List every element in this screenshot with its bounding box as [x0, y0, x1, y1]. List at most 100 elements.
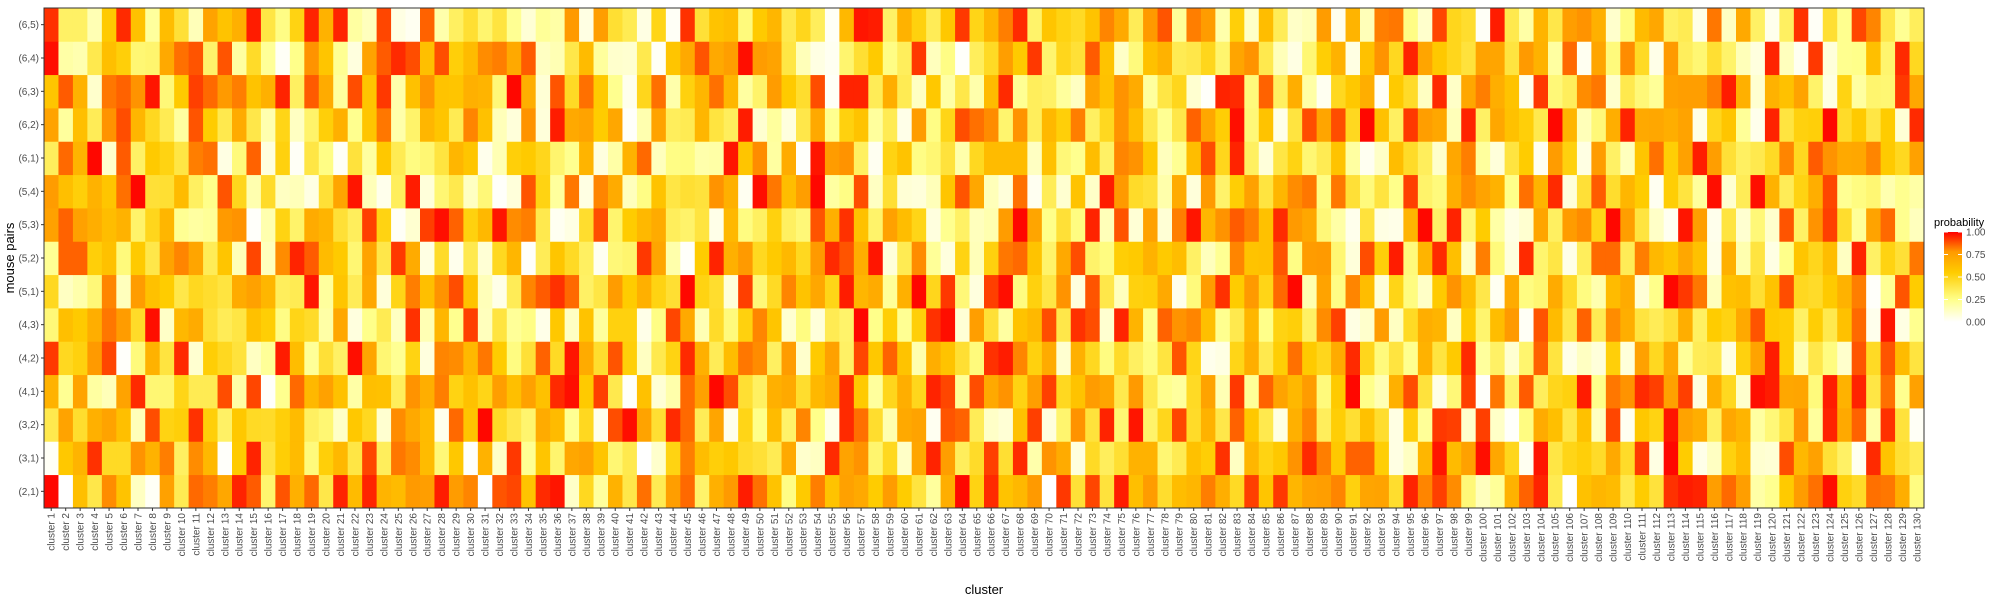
heatmap-cell	[694, 241, 710, 276]
heatmap-cell	[680, 274, 696, 309]
heatmap-cell	[174, 174, 190, 209]
heatmap-cell	[1143, 174, 1158, 209]
heatmap-cell	[1736, 441, 1751, 476]
heatmap-cell	[1128, 174, 1144, 209]
heatmap-cell	[203, 41, 218, 76]
x-tick-label: cluster 86	[1276, 513, 1287, 557]
heatmap-cell	[1764, 74, 1780, 109]
heatmap-cell	[579, 174, 594, 209]
heatmap-cell	[260, 208, 276, 242]
heatmap-cell	[1056, 341, 1072, 376]
heatmap-cell	[1417, 174, 1433, 209]
heatmap-cell	[1475, 308, 1491, 342]
heatmap-cell	[1837, 208, 1853, 242]
heatmap-cell	[1374, 141, 1390, 176]
heatmap-cell	[1692, 274, 1708, 309]
heatmap-cell	[318, 408, 334, 442]
heatmap-cell	[1880, 108, 1896, 142]
x-tick-label: cluster 70	[1045, 513, 1056, 557]
heatmap-cell	[1331, 374, 1346, 409]
x-tick-label: cluster 109	[1609, 513, 1620, 562]
heatmap-cell	[217, 8, 233, 42]
heatmap-cell	[289, 74, 305, 109]
heatmap-cell	[911, 474, 927, 509]
heatmap-cell	[535, 474, 551, 509]
heatmap-cell	[1548, 141, 1563, 176]
heatmap-cell	[232, 241, 247, 276]
heatmap-cell	[304, 41, 320, 76]
heatmap-cell	[72, 74, 88, 109]
heatmap-cell	[246, 208, 262, 242]
heatmap-cell	[911, 208, 927, 242]
x-tick-label: cluster 93	[1377, 513, 1388, 557]
heatmap-cell	[1229, 341, 1245, 376]
heatmap-cell	[521, 108, 537, 142]
heatmap-cell	[1360, 374, 1375, 409]
heatmap-cell	[738, 241, 754, 276]
heatmap-cell	[1866, 241, 1882, 276]
heatmap-cell	[1721, 41, 1737, 76]
heatmap-cell	[1258, 408, 1274, 442]
x-tick-label: cluster 119	[1753, 513, 1764, 562]
heatmap-cell	[1417, 208, 1433, 242]
x-tick-label: cluster 47	[712, 513, 723, 557]
heatmap-cell	[1649, 341, 1665, 376]
heatmap-cell	[636, 408, 652, 442]
heatmap-cell	[420, 208, 435, 242]
heatmap-cell	[622, 8, 638, 42]
heatmap-cell	[232, 208, 247, 242]
heatmap-cell	[593, 274, 609, 309]
heatmap-cell	[608, 274, 623, 309]
heatmap-cell	[1114, 274, 1130, 309]
heatmap-cell	[521, 241, 537, 276]
heatmap-cell	[926, 8, 942, 42]
heatmap-cell	[362, 241, 378, 276]
heatmap-cell	[1287, 374, 1303, 409]
heatmap-cell	[853, 241, 869, 276]
x-tick-label: cluster 32	[495, 513, 506, 557]
heatmap-cell	[1056, 408, 1072, 442]
heatmap-cell	[1822, 8, 1838, 42]
heatmap-cell	[145, 408, 161, 442]
heatmap-cell	[665, 308, 681, 342]
heatmap-cell	[145, 74, 161, 109]
heatmap-cell	[1562, 308, 1578, 342]
heatmap-cell	[1576, 141, 1592, 176]
heatmap-cell	[969, 241, 985, 276]
heatmap-cell	[796, 441, 811, 476]
legend-tick-label: 1.00	[1966, 228, 1986, 239]
heatmap-cell	[1562, 208, 1578, 242]
heatmap-cell	[1764, 341, 1780, 376]
heatmap-cell	[535, 241, 551, 276]
heatmap-cell	[1605, 174, 1621, 209]
heatmap-cell	[362, 174, 378, 209]
heatmap-cell	[1461, 208, 1477, 242]
heatmap-cell	[593, 41, 609, 76]
heatmap-cell	[752, 41, 768, 76]
heatmap-cell	[1316, 241, 1332, 276]
heatmap-cell	[839, 208, 855, 242]
heatmap-cell	[1012, 141, 1028, 176]
heatmap-cell	[376, 274, 392, 309]
heatmap-cell	[1331, 8, 1346, 42]
x-tick-label: cluster 94	[1392, 513, 1403, 557]
x-tick-label: cluster 38	[582, 513, 593, 557]
heatmap-cell	[1128, 141, 1144, 176]
heatmap-cell	[781, 408, 797, 442]
heatmap-cell	[636, 141, 652, 176]
heatmap-cell	[781, 274, 797, 309]
heatmap-cell	[882, 474, 898, 509]
heatmap-cell	[463, 308, 479, 342]
heatmap-cell	[1808, 174, 1824, 209]
heatmap-cell	[145, 41, 161, 76]
heatmap-cell	[333, 74, 349, 109]
heatmap-cell	[593, 341, 609, 376]
heatmap-cell	[1764, 141, 1780, 176]
heatmap-cell	[434, 408, 450, 442]
heatmap-cell	[926, 74, 942, 109]
heatmap-cell	[579, 308, 594, 342]
heatmap-cell	[1591, 408, 1607, 442]
heatmap-cell	[810, 308, 826, 342]
heatmap-cell	[1200, 274, 1216, 309]
heatmap-cell	[275, 474, 291, 509]
